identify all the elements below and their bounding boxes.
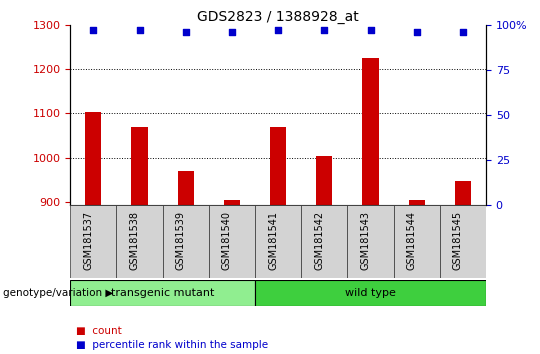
Bar <box>455 181 471 205</box>
Text: transgenic mutant: transgenic mutant <box>111 288 214 298</box>
Bar <box>85 112 102 205</box>
Bar <box>362 58 379 205</box>
Bar <box>117 205 163 278</box>
Point <box>274 27 282 33</box>
Text: GSM181543: GSM181543 <box>361 211 370 270</box>
Bar <box>255 205 301 278</box>
Bar <box>394 205 440 278</box>
Text: GSM181540: GSM181540 <box>222 211 232 270</box>
Text: GSM181545: GSM181545 <box>453 211 463 270</box>
Text: ■  percentile rank within the sample: ■ percentile rank within the sample <box>76 340 268 350</box>
Text: GSM181542: GSM181542 <box>314 211 325 270</box>
Bar <box>70 280 255 306</box>
Bar <box>178 171 194 205</box>
Text: GSM181537: GSM181537 <box>83 211 93 270</box>
Bar <box>224 200 240 205</box>
Text: wild type: wild type <box>345 288 396 298</box>
Point <box>320 27 329 33</box>
Bar <box>255 280 486 306</box>
Bar <box>409 200 425 205</box>
Point <box>458 29 467 35</box>
Bar <box>163 205 209 278</box>
Title: GDS2823 / 1388928_at: GDS2823 / 1388928_at <box>197 10 359 24</box>
Text: GSM181544: GSM181544 <box>407 211 417 270</box>
Point <box>89 27 98 33</box>
Point <box>413 29 421 35</box>
Text: GSM181538: GSM181538 <box>130 211 139 270</box>
Point <box>227 29 236 35</box>
Text: GSM181539: GSM181539 <box>176 211 186 270</box>
Point <box>181 29 190 35</box>
Bar <box>316 156 333 205</box>
Bar <box>270 127 286 205</box>
Bar <box>131 127 147 205</box>
Bar <box>70 205 117 278</box>
Point <box>135 27 144 33</box>
Bar <box>347 205 394 278</box>
Bar <box>440 205 486 278</box>
Bar <box>301 205 347 278</box>
Text: ■  count: ■ count <box>76 326 122 336</box>
Bar <box>209 205 255 278</box>
Point <box>366 27 375 33</box>
Text: GSM181541: GSM181541 <box>268 211 278 270</box>
Text: genotype/variation ▶: genotype/variation ▶ <box>3 288 113 298</box>
